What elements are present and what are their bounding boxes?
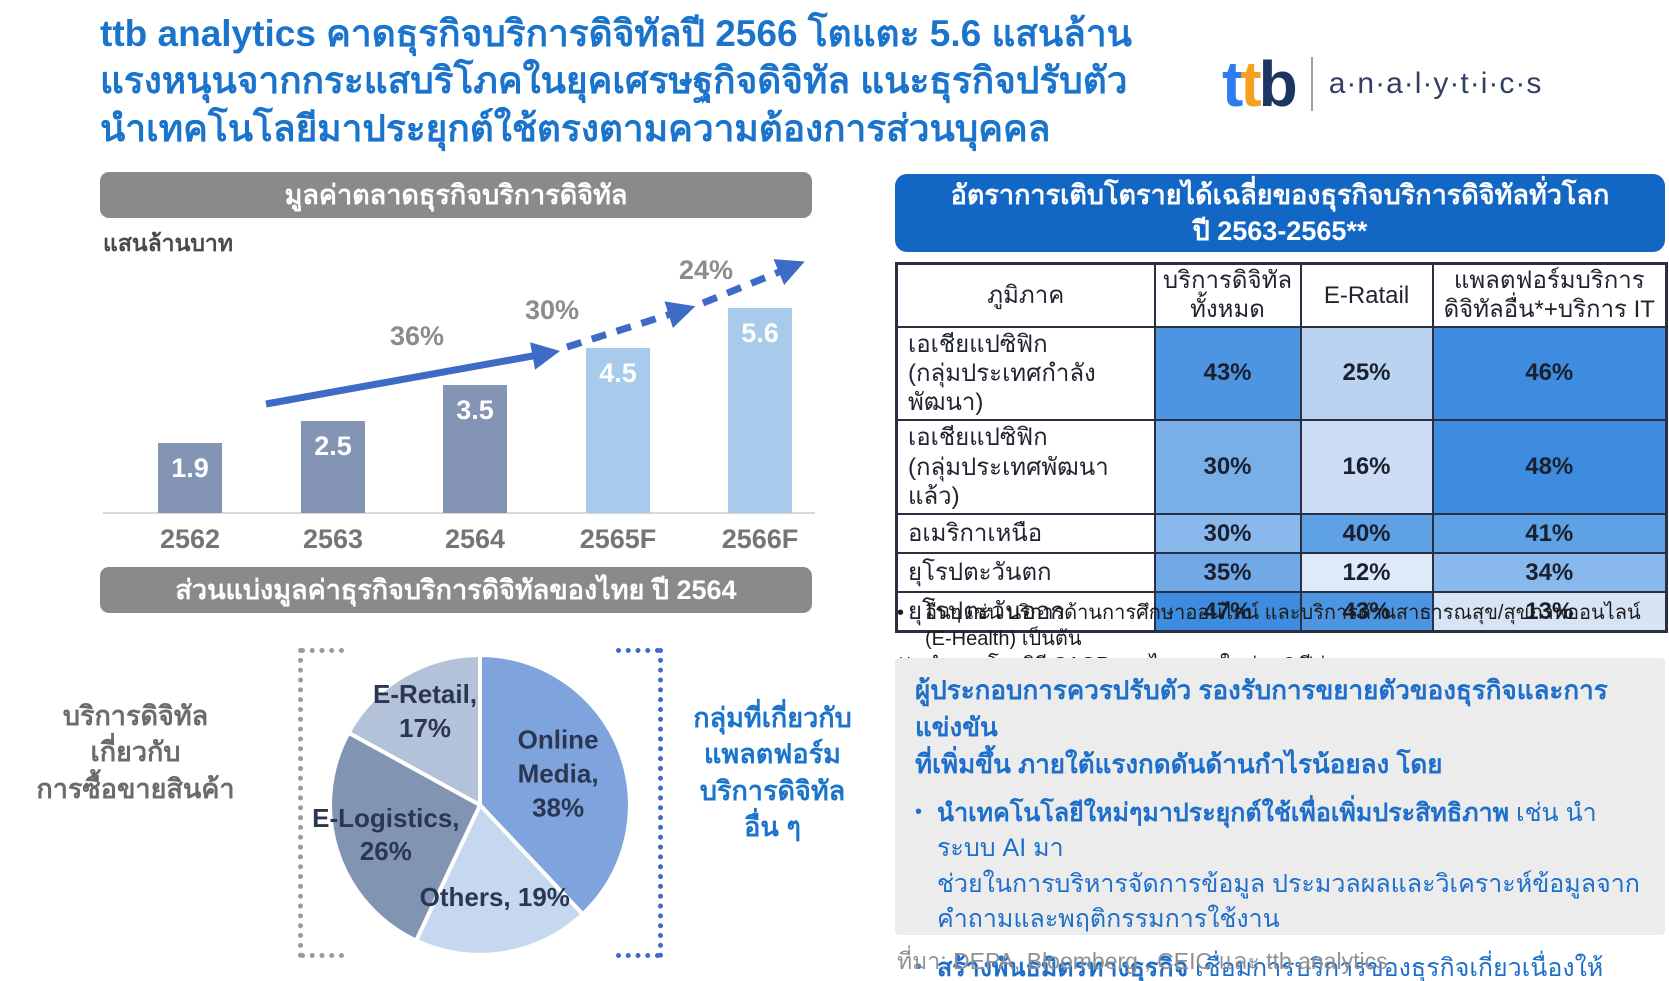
growth-table: ภูมิภาค บริการดิจิทัล ทั้งหมด E-Ratail แพลต… [895, 262, 1668, 634]
bar-2566F: 5.6 [728, 308, 792, 513]
bar-axis-line [103, 512, 815, 514]
table-value-cell: 43% [1299, 591, 1434, 633]
ttb-analytics-logo: ttb a·n·a·l·y·t·i·c·s [1222, 52, 1542, 116]
table-column-header: บริการดิจิทัล ทั้งหมด [1153, 262, 1302, 328]
bar-2562: 1.9 [158, 443, 222, 513]
table-region-cell: ยุโรปตะวันตก [895, 552, 1156, 594]
growth-arrow-solid [265, 342, 561, 408]
right-bracket-vertical [658, 648, 663, 958]
table-region-cell: ยุโรปตะวันออก [895, 591, 1156, 633]
table-value-cell: 13% [1431, 591, 1668, 633]
table-column-header: ภูมิภาค [895, 262, 1156, 328]
bar-value-label: 3.5 [456, 395, 494, 425]
logo-analytics-text: a·n·a·l·y·t·i·c·s [1328, 67, 1543, 100]
bar-category-label: 2563 [302, 524, 364, 554]
pie-slice-e-retail [346, 653, 482, 807]
bar-category-label: 2566F [721, 524, 799, 554]
ttb-letter-b: b [1258, 48, 1298, 120]
pie-svg [328, 653, 632, 957]
recommendation-bullets: • นำเทคโนโลยีใหม่ๆมาประยุกต์ใช้เพื่อเพิ่ม… [915, 796, 1645, 981]
bar-value-label: 5.6 [741, 318, 779, 348]
recommendation-bullet: • สร้างพันธมิตรทางธุรกิจ เชื่อมการบริการข… [915, 951, 1645, 981]
growth-arrow-dashed-1 [565, 301, 696, 351]
table-column-header: แพลตฟอร์มบริการ ดิจิทัลอื่น*+บริการ IT [1431, 262, 1668, 328]
pie-left-annotation: บริการดิจิทัล เกี่ยวกับ การซื้อขายสินค้า [36, 701, 235, 804]
growth-pct-label: 30% [524, 295, 580, 325]
bar-2563: 2.5 [301, 421, 365, 513]
bullet-dot-icon: • [915, 955, 923, 978]
table-row: อเมริกาเหนือ 30% 40% 41% [895, 513, 1668, 555]
growth-pct-label: 36% [389, 321, 445, 351]
table-row: ยุโรปตะวันตก 35% 12% 34% [895, 552, 1668, 594]
table-row: เอเชียแปซิฟิก (กลุ่มประเทศกำลังพัฒนา) 43%… [895, 325, 1668, 422]
page-title: ttb analytics คาดธุรกิจบริการดิจิทัลปี 2… [100, 13, 1132, 149]
logo-divider [1310, 57, 1313, 111]
right-bracket-top-arm [616, 648, 660, 653]
table-region-cell: อเมริกาเหนือ [895, 513, 1156, 555]
table-row: เอเชียแปซิฟิก (กลุ่มประเทศพัฒนาแล้ว) 30% 1… [895, 419, 1668, 516]
left-bracket-bottom-arm [300, 953, 344, 958]
ttb-letter-t2: t [1240, 48, 1261, 120]
footnote-text: อื่นๆ เช่น บริการด้านการศึกษาออนไลน์ และ… [925, 602, 1641, 650]
bullet-dot-icon: • [915, 800, 923, 823]
table-value-cell: 47% [1153, 591, 1302, 633]
table-row: ยุโรปตะวันออก 47% 43% 13% [895, 591, 1668, 633]
table-region-cell: เอเชียแปซิฟิก (กลุ่มประเทศพัฒนาแล้ว) [895, 419, 1156, 516]
source-line: ที่มา: DEPA, Bloomberg , CEIC และ ttb an… [897, 948, 1388, 974]
table-region-cell: เอเชียแปซิฟิก (กลุ่มประเทศกำลังพัฒนา) [895, 325, 1156, 422]
ttb-wordmark: ttb [1222, 52, 1298, 116]
bar-category-label: 2564 [444, 524, 506, 554]
table-value-cell: 46% [1431, 325, 1668, 422]
recommendation-bullet-text: นำเทคโนโลยีใหม่ๆมาประยุกต์ใช้เพื่อเพิ่มป… [937, 798, 1640, 934]
pie-right-annotation: กลุ่มที่เกี่ยวกับ แพลตฟอร์ม บริการดิจิทั… [693, 703, 852, 843]
table-column-header: E-Ratail [1299, 262, 1434, 328]
bar-2564: 3.5 [443, 385, 507, 513]
bar-value-label: 4.5 [599, 358, 637, 388]
recommendation-bullet: • นำเทคโนโลยีใหม่ๆมาประยุกต์ใช้เพื่อเพิ่ม… [915, 796, 1645, 938]
right-bracket-bottom-arm [616, 953, 660, 958]
bar-value-label: 1.9 [171, 453, 209, 483]
growth-pct-label: 24% [678, 255, 734, 285]
table-value-cell: 40% [1299, 513, 1434, 555]
table-value-cell: 30% [1153, 419, 1302, 516]
table-value-cell: 16% [1299, 419, 1434, 516]
footnote-marker: • [897, 602, 905, 624]
recommendation-title: ผู้ประกอบการควรปรับตัว รองรับการขยายตัวข… [915, 675, 1608, 779]
ttb-letter-t1: t [1222, 48, 1243, 120]
recommendation-bullet-text: สร้างพันธมิตรทางธุรกิจ เชื่อมการบริการขอ… [937, 953, 1604, 981]
table-value-cell: 25% [1299, 325, 1434, 422]
table-value-cell: 43% [1153, 325, 1302, 422]
table-value-cell: 12% [1299, 552, 1434, 594]
table-value-cell: 30% [1153, 513, 1302, 555]
bar-2565F: 4.5 [586, 348, 650, 513]
left-bracket-top-arm [300, 648, 344, 653]
bar-unit-label: แสนล้านบาท [103, 230, 233, 256]
table-header-row: ภูมิภาค บริการดิจิทัล ทั้งหมด E-Ratail แพลต… [895, 262, 1668, 328]
bar-value-label: 2.5 [314, 431, 352, 461]
pie-slice-online-media [478, 653, 632, 917]
table-value-cell: 48% [1431, 419, 1668, 516]
table-section-header: อัตราการเติบโตรายได้เฉลี่ยของธุรกิจบริกา… [895, 174, 1665, 252]
table-value-cell: 35% [1153, 552, 1302, 594]
bar-section-header: มูลค่าตลาดธุรกิจบริการดิจิทัล [100, 172, 812, 218]
bar-category-label: 2562 [159, 524, 221, 554]
recommendation-box: ผู้ประกอบการควรปรับตัว รองรับการขยายตัวข… [895, 658, 1665, 981]
left-bracket-vertical [298, 648, 303, 958]
table-value-cell: 41% [1431, 513, 1668, 555]
pie-section-header: ส่วนแบ่งมูลค่าธุรกิจบริการดิจิทัลของไทย … [100, 567, 812, 613]
table-value-cell: 34% [1431, 552, 1668, 594]
footnote: • อื่นๆ เช่น บริการด้านการศึกษาออนไลน์ แล… [897, 600, 1667, 652]
bar-category-label: 2565F [579, 524, 657, 554]
growth-arrow-dashed-2 [701, 259, 805, 307]
pie-slice-others [414, 803, 585, 957]
